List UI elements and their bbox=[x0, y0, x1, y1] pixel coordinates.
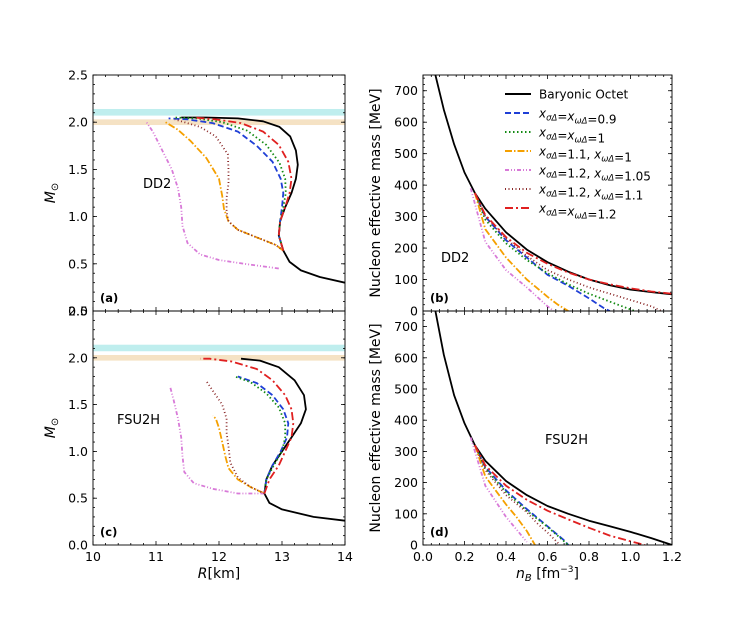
y-tick-label: 2.5 bbox=[68, 304, 88, 319]
y-tick-label: 600 bbox=[394, 350, 418, 365]
series-line-1 bbox=[237, 375, 290, 494]
x-tick-label: 11 bbox=[148, 549, 164, 564]
y-tick-label: 1.0 bbox=[68, 444, 88, 459]
series-line-5 bbox=[174, 118, 284, 252]
panel-label: (d) bbox=[430, 525, 449, 539]
x-axis-label: nB [fm−3] bbox=[516, 565, 579, 584]
y-tick-label: 0.0 bbox=[68, 538, 88, 553]
series-line-4 bbox=[169, 385, 265, 495]
y-tick-label: 400 bbox=[394, 178, 418, 193]
x-tick-label: 0.4 bbox=[496, 549, 516, 564]
series-line-3 bbox=[212, 415, 265, 495]
constraint-band-1 bbox=[93, 119, 345, 126]
x-tick-label: 0.8 bbox=[579, 549, 599, 564]
legend-entry: Baryonic Octet bbox=[539, 88, 628, 102]
y-tick-label: 700 bbox=[394, 83, 418, 98]
series-line-2 bbox=[474, 192, 636, 311]
y-tick-label: 2.0 bbox=[68, 115, 88, 130]
x-tick-label: 1.2 bbox=[662, 549, 682, 564]
y-axis-label: M⊙ bbox=[43, 183, 61, 203]
legend-entry: xσΔ=1.1, xωΔ=1 bbox=[538, 145, 632, 165]
y-tick-label: 0 bbox=[410, 304, 418, 319]
x-tick-label: 10 bbox=[85, 549, 101, 564]
y-axis-label: Nucleon effective mass [MeV] bbox=[368, 323, 384, 532]
y-tick-label: 0 bbox=[410, 538, 418, 553]
series-line-3 bbox=[165, 121, 284, 252]
y-tick-label: 1.0 bbox=[68, 209, 88, 224]
series-line-6 bbox=[200, 357, 295, 494]
y-tick-label: 1.5 bbox=[68, 397, 88, 412]
constraint-band-0 bbox=[93, 108, 345, 116]
x-tick-label: 0.2 bbox=[455, 549, 475, 564]
x-tick-label: 1.0 bbox=[621, 549, 641, 564]
series-line-5 bbox=[474, 192, 662, 311]
series-line-1 bbox=[474, 444, 569, 545]
eos-label: DD2 bbox=[143, 177, 171, 192]
panel-label: (a) bbox=[100, 291, 118, 305]
series-line-2 bbox=[474, 444, 569, 545]
panel-label: (b) bbox=[430, 291, 449, 305]
y-tick-label: 600 bbox=[394, 115, 418, 130]
series-line-1 bbox=[474, 192, 611, 311]
y-tick-label: 2.5 bbox=[68, 68, 88, 83]
panel-c: 10 11 12 13 14 0.0 0.5 1.0 1.5 2.0 2.5 M⊙ R[km] (c) FS… bbox=[43, 304, 353, 583]
constraint-band-1 bbox=[93, 354, 345, 361]
eos-label: DD2 bbox=[441, 251, 469, 266]
x-axis-label: R[km] bbox=[198, 566, 240, 582]
y-tick-label: 100 bbox=[394, 506, 418, 521]
series-line-4 bbox=[469, 188, 555, 311]
y-tick-label: 200 bbox=[394, 475, 418, 490]
y-tick-label: 200 bbox=[394, 241, 418, 256]
y-axis-label: M⊙ bbox=[43, 418, 61, 438]
eos-label: FSU2H bbox=[545, 433, 588, 448]
y-tick-label: 0.5 bbox=[68, 256, 88, 271]
legend-entry: xσΔ=1.2, xωΔ=1.1 bbox=[538, 183, 643, 203]
x-tick-label: 13 bbox=[274, 549, 290, 564]
series-line-3 bbox=[474, 444, 536, 545]
x-tick-label: 14 bbox=[337, 549, 353, 564]
series-line-5 bbox=[205, 380, 265, 495]
y-tick-label: 2.0 bbox=[68, 350, 88, 365]
y-tick-label: 300 bbox=[394, 444, 418, 459]
y-tick-label: 400 bbox=[394, 413, 418, 428]
y-tick-label: 500 bbox=[394, 146, 418, 161]
x-tick-label: 0.6 bbox=[538, 549, 558, 564]
series-line-0 bbox=[240, 357, 345, 522]
x-tick-label: 0.0 bbox=[413, 549, 433, 564]
series-line-3 bbox=[474, 192, 569, 311]
y-tick-label: 0.5 bbox=[68, 491, 88, 506]
y-tick-label: 100 bbox=[394, 272, 418, 287]
eos-label: FSU2H bbox=[117, 413, 160, 428]
legend-entry: xσΔ=1.2, xωΔ=1.05 bbox=[538, 164, 651, 184]
series-line-1 bbox=[168, 117, 285, 251]
constraint-band-0 bbox=[93, 344, 345, 352]
series-line-6 bbox=[474, 192, 672, 295]
series-line-0 bbox=[434, 311, 672, 545]
series-line-4 bbox=[469, 437, 528, 543]
y-tick-label: 0.0 bbox=[68, 304, 88, 319]
series-line-6 bbox=[474, 444, 646, 545]
x-tick-label: 12 bbox=[211, 549, 227, 564]
legend-entry: xσΔ=xωΔ=1.2 bbox=[538, 202, 617, 222]
y-tick-label: 1.5 bbox=[68, 162, 88, 177]
series-line-4 bbox=[145, 121, 279, 270]
y-tick-label: 300 bbox=[394, 209, 418, 224]
y-tick-label: 500 bbox=[394, 382, 418, 397]
series-line-2 bbox=[234, 375, 287, 494]
panel-d: 0.0 0.2 0.4 0.6 0.8 1.0 1.2 0 100 200 300 400 500 600… bbox=[368, 310, 682, 584]
panel-label: (c) bbox=[100, 525, 117, 539]
series-line-6 bbox=[193, 116, 293, 251]
series-line-0 bbox=[181, 116, 345, 284]
y-tick-label: 700 bbox=[394, 319, 418, 334]
legend: Baryonic OctetxσΔ=xωΔ=0.9xσΔ=xωΔ=1xσΔ=1.… bbox=[505, 88, 651, 222]
legend-entry: xσΔ=xωΔ=1 bbox=[538, 126, 605, 146]
panel-a: 0.0 0.5 1.0 1.5 2.0 2.5 M⊙ (a) DD2 bbox=[43, 68, 346, 319]
series-line-0 bbox=[434, 75, 672, 296]
y-axis-label: Nucleon effective mass [MeV] bbox=[368, 88, 384, 297]
legend-entry: xσΔ=xωΔ=0.9 bbox=[538, 107, 617, 127]
